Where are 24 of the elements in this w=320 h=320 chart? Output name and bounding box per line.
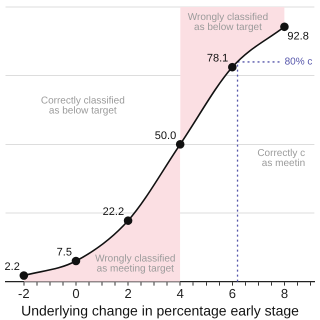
point (72, 256, 80, 266)
x-tick-label: 8 (280, 286, 288, 301)
x-tick-label: 6 (228, 286, 236, 301)
x-tick-label: -2 (18, 286, 30, 301)
point (124, 216, 132, 225)
point (228, 62, 237, 72)
annotation: Correctly c as meetin (257, 148, 306, 169)
point (20, 271, 28, 280)
ref-line-label: 80% c (284, 56, 312, 68)
x-tick-label: 0 (72, 286, 80, 301)
data-label: 92.8 (287, 30, 309, 42)
data-label: 7.5 (56, 246, 72, 259)
annotation: Wrongly classified as meeting target (95, 254, 176, 274)
x-tick-label: 2 (124, 286, 132, 301)
annotation: Correctly classified as below target (40, 96, 125, 117)
point (176, 140, 184, 149)
data-label: 78.1 (206, 52, 228, 65)
x-axis-title: Underlying change in percentage early stage (21, 302, 300, 318)
data-label: 22.2 (102, 206, 124, 218)
x-tick-label: 4 (176, 286, 184, 301)
data-label: 50.0 (154, 130, 176, 142)
data-label: 2.2 (4, 261, 20, 274)
annotation: Wrongly classified as below target (188, 12, 268, 33)
point (280, 22, 289, 32)
